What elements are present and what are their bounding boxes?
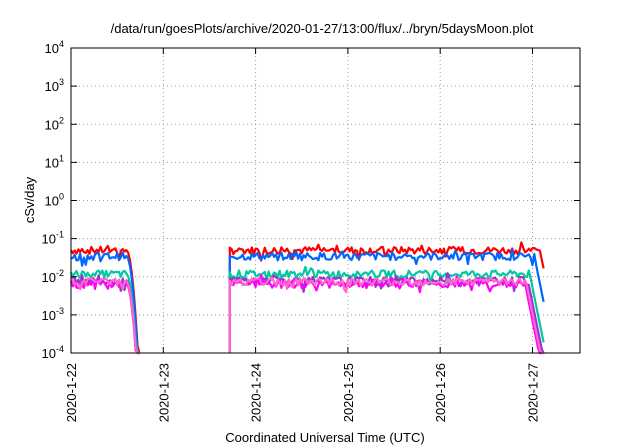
y-tick-label: 10-3 — [42, 306, 64, 323]
grid-lines — [71, 48, 580, 353]
series-line-4 — [69, 273, 544, 355]
axis-ticks: 104 103 102 101 100 10-1 10-2 10-3 10-42020-1-22… — [42, 39, 580, 422]
y-axis-label: cSv/day — [22, 176, 37, 223]
x-tick-label: 2020-1-23 — [156, 363, 171, 422]
y-tick-label: 103 — [45, 77, 64, 94]
y-tick-label: 10-1 — [42, 230, 64, 247]
series-line-2 — [69, 265, 545, 355]
y-tick-label: 104 — [45, 39, 64, 56]
data-series — [69, 241, 545, 355]
x-tick-label: 2020-1-24 — [249, 363, 264, 422]
y-tick-label: 10-4 — [42, 344, 64, 361]
y-tick-label: 102 — [45, 115, 64, 132]
x-axis-label: Coordinated Universal Time (UTC) — [225, 430, 424, 445]
x-tick-label: 2020-1-26 — [433, 363, 448, 422]
series-line-0 — [70, 241, 545, 354]
chart-title: /data/run/goesPlots/archive/2020-01-27/1… — [111, 21, 534, 36]
y-tick-label: 10-2 — [42, 268, 64, 285]
series-line-5 — [70, 277, 544, 355]
y-tick-label: 101 — [45, 153, 64, 170]
y-tick-label: 100 — [45, 192, 64, 209]
x-tick-label: 2020-1-22 — [64, 363, 79, 422]
x-tick-label: 2020-1-25 — [341, 363, 356, 422]
x-tick-label: 2020-1-27 — [526, 363, 541, 422]
series-line-1 — [71, 248, 545, 354]
